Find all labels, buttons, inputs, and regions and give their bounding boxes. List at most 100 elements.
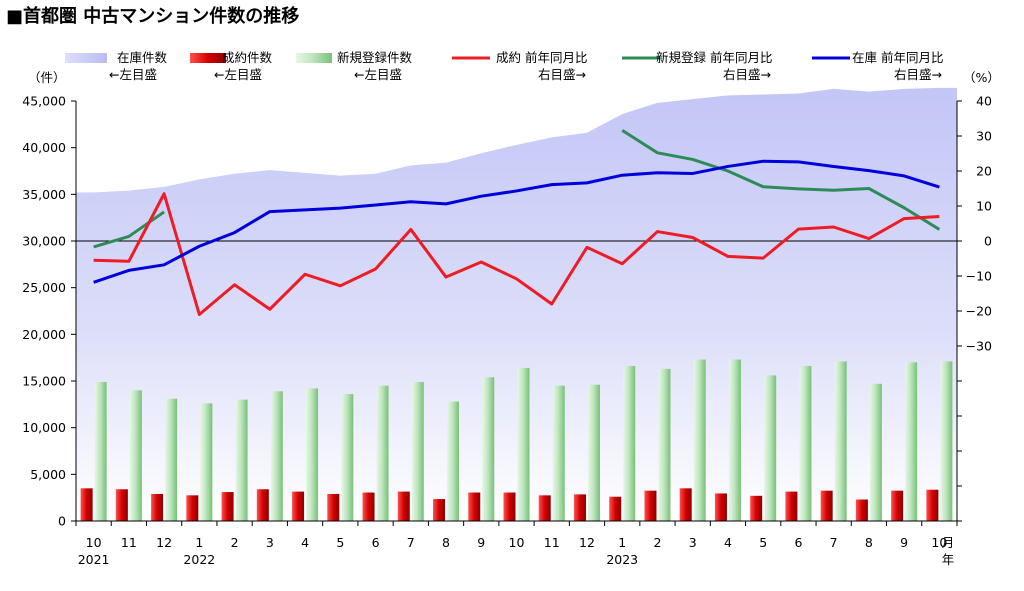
left-tick-label: 30,000 [22,234,66,249]
new-listings-bar [517,367,530,521]
x-year-label: 2023 [606,552,638,567]
left-tick-label: 25,000 [22,280,66,295]
legend-axis-note: 右目盛→ [723,67,771,82]
new-listings-bar [306,388,319,521]
contracts-bar [468,492,481,521]
x-month-label: 11 [121,535,137,550]
left-tick-label: 15,000 [22,374,66,389]
new-listings-bar [799,366,812,521]
new-listings-bar [869,383,882,521]
legend-label: 成約 前年同月比 [496,50,587,65]
x-month-label: 6 [794,535,802,550]
right-tick-label: 30 [976,129,992,144]
contracts-bar [891,490,904,521]
right-tick-label: −10 [966,269,992,284]
contracts-yoy-line [93,192,940,316]
new-listings-bar [905,362,918,521]
new-listings-bar [165,398,178,521]
contracts-bar [573,494,586,521]
x-month-label: 3 [689,535,697,550]
contracts-bar [433,499,446,521]
new-listings-bar [411,381,424,521]
x-month-label: 1 [618,535,626,550]
x-month-label: 10 [86,535,102,550]
legend-swatch-new-listings [296,53,332,63]
inventory-yoy-line [93,159,940,284]
right-tick-label: −30 [966,339,992,354]
contracts-bar [256,489,269,521]
x-month-label: 6 [372,535,380,550]
contracts-bar [397,491,410,521]
contracts-bar [609,496,622,521]
contracts-bar [714,493,727,521]
contracts-bar [503,492,516,521]
left-tick-label: 35,000 [22,187,66,202]
new-listings-bar [552,385,565,521]
x-month-label: 12 [156,535,172,550]
new-listings-bar [341,394,354,521]
x-year-label: 2022 [183,552,215,567]
x-unit-month: 月 [942,535,955,550]
left-tick-label: 20,000 [22,327,66,342]
new-listings-bar [587,384,600,521]
left-tick-label: 45,000 [22,94,66,109]
x-month-label: 9 [900,535,908,550]
legend-label: 在庫 前年同月比 [852,50,943,65]
legend-label: 新規登録 前年同月比 [656,50,772,65]
contracts-bar [186,495,199,521]
new-listings-bar [482,377,495,521]
new-listings-yoy-line [621,129,941,231]
contracts-bar [80,488,93,521]
left-axis-unit: （件） [28,70,66,85]
legend-axis-note: ←左目盛 [214,67,262,82]
x-month-label: 9 [477,535,485,550]
x-month-label: 5 [336,535,344,550]
x-month-label: 7 [830,535,838,550]
x-month-label: 2 [653,535,661,550]
new-listings-bar [764,375,777,521]
left-tick-label: 40,000 [22,140,66,155]
contracts-bar [644,490,657,521]
x-month-label: 10 [931,535,947,550]
legend-axis-note: 右目盛→ [894,67,942,82]
new-listings-bar [623,366,636,521]
chart-title: ■首都圏 中古マンション件数の推移 [6,5,299,27]
x-month-label: 4 [301,535,309,550]
new-listings-bar [658,368,671,521]
x-month-label: 3 [266,535,274,550]
left-tick-label: 0 [58,514,66,529]
x-unit-year: 年 [942,552,955,567]
contracts-bar [115,489,128,521]
legend-label: 成約件数 [222,50,273,65]
right-tick-label: 20 [976,164,992,179]
x-month-label: 8 [865,535,873,550]
legend-axis-note: ←左目盛 [109,67,157,82]
contracts-bar [679,488,692,521]
contracts-bar [327,493,340,521]
contracts-bar [292,491,305,521]
contracts-bar [820,490,833,521]
new-listings-bar [728,359,741,521]
x-month-label: 4 [724,535,732,550]
right-tick-label: −20 [966,304,992,319]
contracts-bar [151,493,164,521]
legend-label: 在庫件数 [117,50,168,65]
x-year-label: 2021 [78,552,110,567]
new-listings-bar [447,401,460,521]
x-month-label: 8 [442,535,450,550]
legend-swatch-contracts [190,53,226,63]
left-tick-label: 5,000 [30,467,66,482]
contracts-bar [750,495,763,521]
x-month-label: 7 [407,535,415,550]
plot-area: 0 5,000 10,000 15,000 20,000 25,000 30,000 35,0… [22,70,1000,567]
right-tick-label: 40 [976,94,992,109]
legend-swatch-inventory [65,53,107,63]
new-listings-bar [376,385,389,521]
x-month-label: 12 [579,535,595,550]
x-month-label: 10 [509,535,525,550]
x-month-label: 5 [759,535,767,550]
legend-axis-note: ←左目盛 [354,67,402,82]
left-tick-label: 10,000 [22,420,66,435]
new-listings-bar [940,361,953,521]
x-month-label: 1 [195,535,203,550]
